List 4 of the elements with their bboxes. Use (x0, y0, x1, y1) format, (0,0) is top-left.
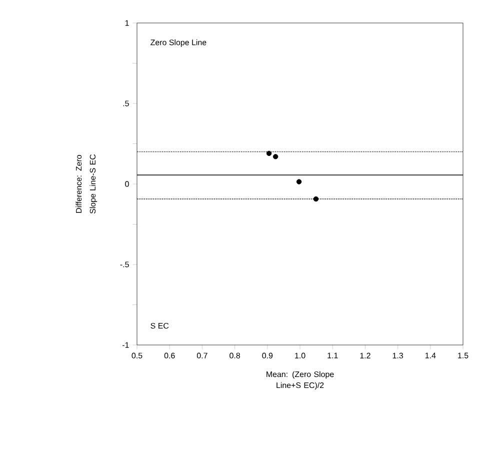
point (266, 150, 272, 156)
point (296, 179, 302, 184)
point (313, 196, 319, 202)
point (272, 154, 278, 160)
